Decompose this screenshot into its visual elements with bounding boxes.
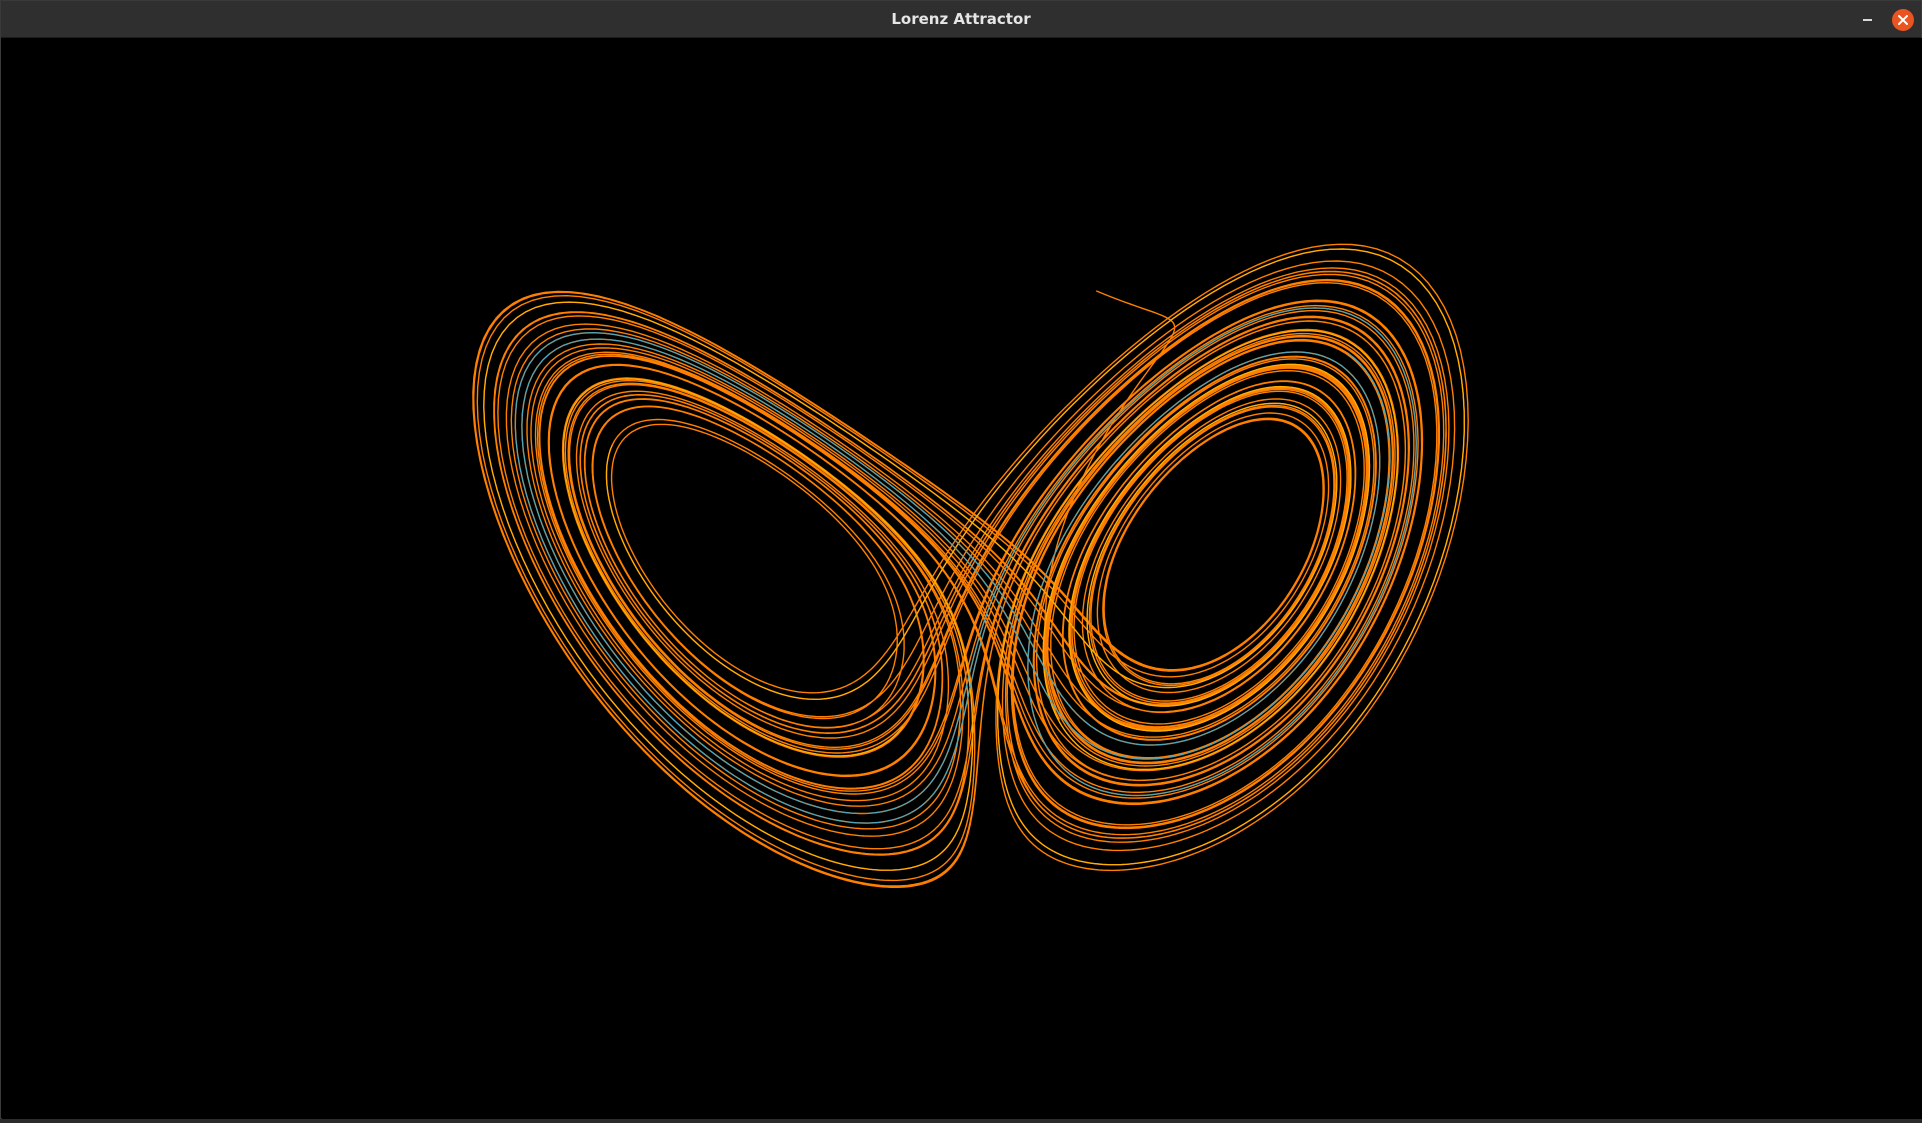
trajectory-primary <box>472 243 1469 888</box>
minimize-icon <box>1863 19 1872 21</box>
title-bar[interactable]: Lorenz Attractor <box>1 1 1921 38</box>
lorenz-attractor-plot <box>472 243 1469 888</box>
window-title: Lorenz Attractor <box>891 10 1031 28</box>
trajectory-secondary <box>483 248 1465 871</box>
close-button[interactable] <box>1892 9 1914 31</box>
close-icon <box>1898 15 1908 25</box>
trajectory-highlight <box>514 307 1417 824</box>
minimize-button[interactable] <box>1857 9 1879 31</box>
plot-canvas[interactable] <box>2 38 1922 1119</box>
